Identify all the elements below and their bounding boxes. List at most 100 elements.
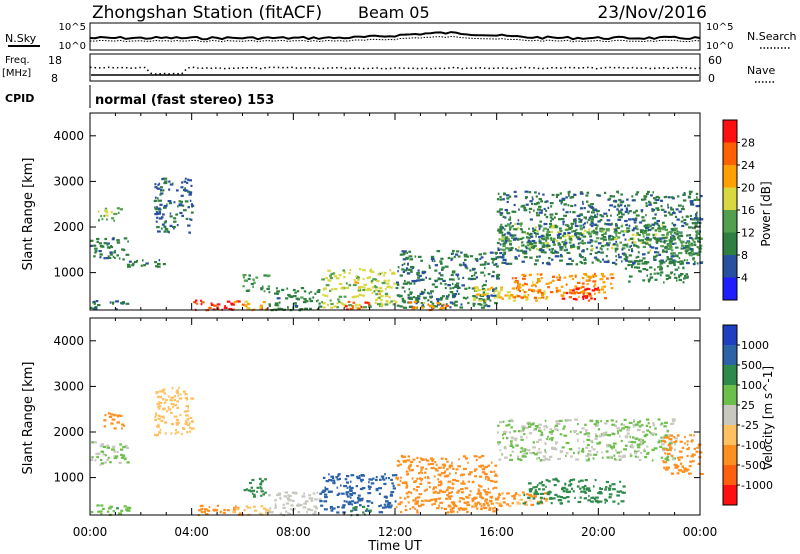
- data-cell: [247, 277, 251, 281]
- data-cell: [632, 227, 637, 230]
- data-cell: [616, 427, 621, 430]
- data-cell: [528, 432, 533, 435]
- data-cell: [589, 235, 593, 238]
- data-cell: [564, 482, 567, 485]
- data-cell: [190, 203, 193, 206]
- data-cell: [522, 427, 526, 430]
- data-cell: [582, 297, 585, 300]
- data-cell: [643, 229, 647, 232]
- data-cell: [368, 304, 372, 307]
- data-cell: [439, 298, 443, 301]
- data-cell: [566, 248, 568, 251]
- data-cell: [294, 305, 299, 308]
- data-cell: [355, 295, 360, 298]
- data-cell: [337, 298, 340, 301]
- data-cell: [367, 485, 372, 488]
- data-cell: [285, 510, 288, 513]
- data-cell: [628, 210, 631, 213]
- data-cell: [157, 230, 161, 233]
- data-cell: [173, 227, 175, 230]
- data-cell: [606, 229, 610, 232]
- data-cell: [507, 223, 511, 226]
- data-cell: [582, 289, 586, 293]
- data-cell: [552, 243, 556, 246]
- data-cell: [405, 484, 409, 487]
- data-cell: [682, 199, 687, 202]
- data-cell: [649, 249, 652, 252]
- data-cell: [683, 218, 687, 222]
- data-cell: [540, 293, 544, 296]
- data-cell: [568, 263, 573, 266]
- data-cell: [590, 297, 593, 300]
- data-cell: [646, 238, 650, 241]
- data-cell: [645, 202, 648, 205]
- data-cell: [602, 434, 605, 437]
- data-cell: [427, 463, 431, 466]
- data-cell: [668, 242, 672, 245]
- data-cell: [105, 211, 109, 214]
- data-cell: [599, 260, 602, 263]
- data-cell: [555, 442, 557, 445]
- data-cell: [529, 218, 533, 221]
- data-cell: [596, 237, 600, 240]
- data-cell: [699, 244, 703, 247]
- data-cell: [654, 213, 657, 216]
- data-cell: [112, 302, 114, 305]
- y-tick-label: 2000: [53, 425, 84, 439]
- data-cell: [384, 279, 387, 282]
- data-cell: [454, 293, 458, 296]
- data-cell: [689, 251, 692, 255]
- data-cell: [117, 211, 120, 214]
- data-cell: [563, 425, 566, 428]
- data-cell: [260, 481, 263, 484]
- data-cell: [511, 277, 514, 280]
- data-cell: [181, 204, 185, 207]
- data-cell: [480, 306, 485, 309]
- data-cell: [654, 198, 657, 201]
- data-cell: [484, 266, 486, 270]
- data-cell: [695, 192, 699, 195]
- data-cell: [466, 296, 469, 299]
- data-cell: [391, 482, 394, 485]
- data-cell: [592, 208, 595, 211]
- data-cell: [411, 506, 415, 509]
- data-cell: [521, 284, 525, 287]
- data-cell: [585, 487, 589, 490]
- data-cell: [518, 290, 521, 293]
- data-cell: [127, 506, 132, 510]
- data-cell: [416, 272, 420, 275]
- data-cell: [566, 490, 570, 493]
- data-cell: [528, 288, 530, 291]
- data-cell: [464, 487, 469, 490]
- data-cell: [671, 222, 674, 225]
- data-cell: [473, 469, 477, 472]
- data-cell: [385, 287, 387, 291]
- data-cell: [520, 296, 525, 299]
- data-cell: [540, 225, 543, 228]
- data-cell: [176, 389, 179, 392]
- data-cell: [467, 480, 470, 483]
- data-cell: [491, 261, 494, 264]
- data-cell: [367, 509, 371, 513]
- data-cell: [551, 447, 556, 451]
- data-cell: [472, 304, 476, 307]
- data-cell: [617, 432, 620, 435]
- data-cell: [549, 428, 552, 431]
- data-cell: [110, 422, 114, 425]
- data-cell: [94, 251, 97, 254]
- data-cell: [563, 244, 566, 247]
- data-cell: [549, 202, 554, 205]
- data-cell: [204, 513, 209, 516]
- data-cell: [125, 302, 130, 305]
- data-cell: [160, 216, 164, 219]
- data-cell: [375, 293, 379, 296]
- data-cell: [450, 273, 454, 277]
- data-cell: [312, 296, 315, 299]
- data-cell: [185, 405, 190, 408]
- data-cell: [113, 455, 115, 458]
- data-cell: [477, 501, 481, 504]
- data-cell: [511, 210, 514, 213]
- data-cell: [452, 501, 456, 504]
- data-cell: [529, 288, 533, 291]
